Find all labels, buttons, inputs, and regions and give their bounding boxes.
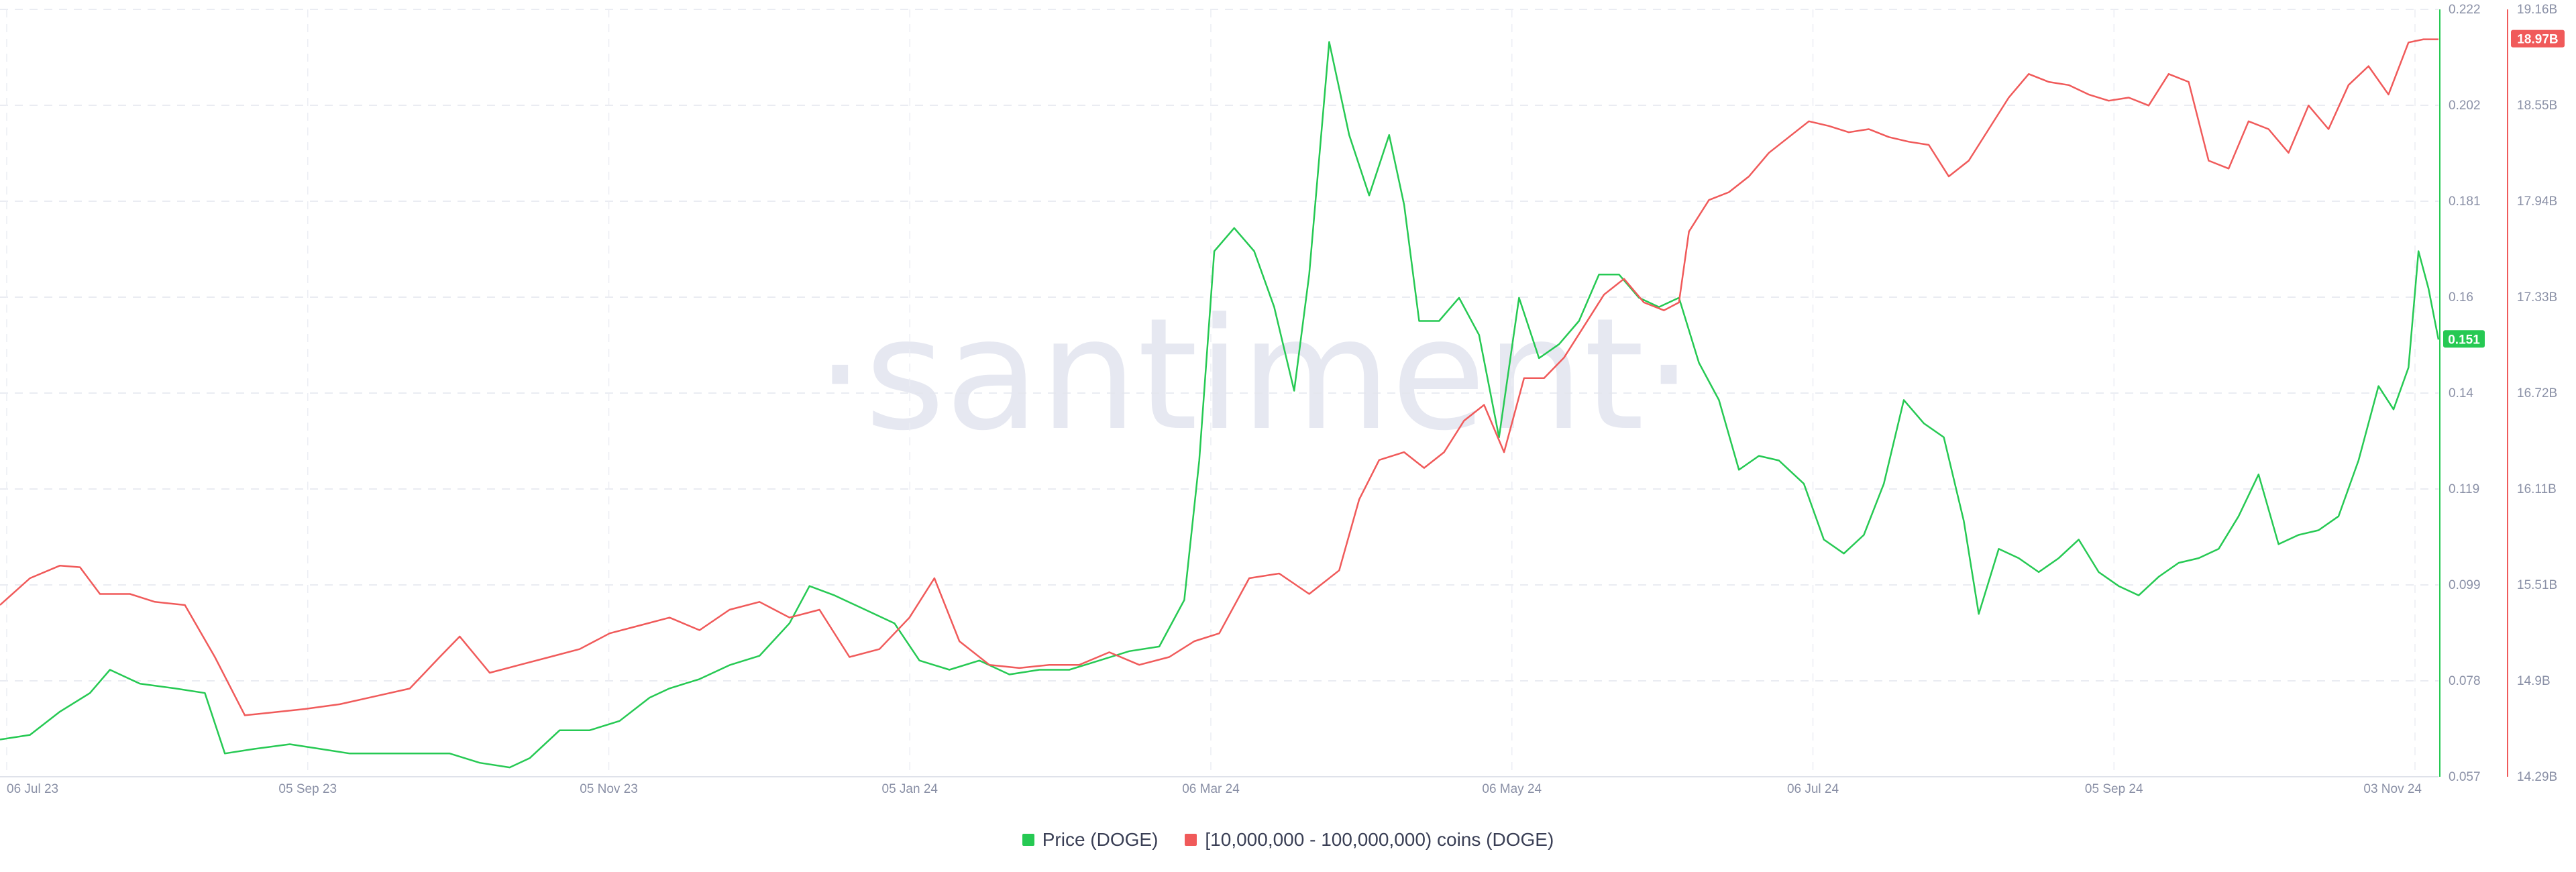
price-axis-tick-label: 0.119	[2449, 482, 2479, 496]
legend-label-price: Price (DOGE)	[1042, 829, 1159, 850]
x-tick-label: 06 Jul 23	[7, 782, 58, 796]
x-tick-label: 05 Sep 23	[278, 782, 337, 796]
holders-axis-tick-label: 19.16B	[2517, 3, 2557, 17]
legend: Price (DOGE) [10,000,000 - 100,000,000) …	[0, 826, 2576, 853]
legend-swatch-price	[1022, 834, 1034, 846]
holders-axis-tick-label: 14.9B	[2517, 674, 2551, 688]
price-axis-tick-label: 0.078	[2449, 674, 2481, 688]
holders-axis-tick-label: 15.51B	[2517, 578, 2557, 592]
x-tick-label: 05 Jan 24	[882, 782, 938, 796]
legend-swatch-holders	[1185, 834, 1197, 846]
x-tick-label: 05 Nov 23	[580, 782, 638, 796]
x-tick-label: 03 Nov 24	[2363, 782, 2422, 796]
holders-axis-tick-label: 18.55B	[2517, 99, 2557, 113]
left-y-axis: 0.222 0.202 0.181 0.16 0.14 0.119 0.099 0.078 0.…	[2439, 3, 2481, 784]
holders-last-value-badge	[2511, 30, 2565, 48]
x-axis-labels: 06 Jul 23 05 Sep 23 05 Nov 23 05 Jan 24 06 M…	[7, 782, 2422, 796]
price-last-value-badge	[2443, 330, 2485, 348]
price-axis-tick-label: 0.14	[2449, 386, 2473, 400]
series-group	[0, 38, 2440, 769]
x-tick-label: 06 Jul 24	[1787, 782, 1839, 796]
legend-label-holders: [10,000,000 - 100,000,000) coins (DOGE)	[1205, 829, 1554, 850]
holders-axis-tick-label: 17.33B	[2517, 290, 2557, 305]
holders-series-line	[0, 38, 2438, 716]
holders-axis-tick-label: 16.11B	[2517, 482, 2557, 496]
price-axis-tick-label: 0.099	[2449, 578, 2481, 592]
price-series-line	[0, 41, 2440, 769]
legend-item-holders[interactable]: [10,000,000 - 100,000,000) coins (DOGE)	[1185, 829, 1554, 851]
price-axis-tick-label: 0.181	[2449, 195, 2481, 209]
grid-lines	[0, 9, 2438, 777]
x-tick-label: 06 Mar 24	[1182, 782, 1240, 796]
price-axis-tick-label: 0.16	[2449, 290, 2473, 305]
holders-axis-tick-label: 17.94B	[2517, 195, 2557, 209]
legend-item-price[interactable]: Price (DOGE)	[1022, 829, 1159, 851]
price-axis-tick-label: 0.202	[2449, 99, 2481, 113]
right-y-axis: 19.16B 18.55B 17.94B 17.33B 16.72B 16.11B 15.5…	[2507, 3, 2557, 784]
holders-last-value-text: 18.97B	[2517, 33, 2558, 47]
price-last-value-text: 0.151	[2448, 333, 2480, 347]
holders-axis-tick-label: 14.29B	[2517, 770, 2557, 784]
x-tick-label: 05 Sep 24	[2085, 782, 2143, 796]
holders-axis-tick-label: 16.72B	[2517, 386, 2557, 400]
price-axis-tick-label: 0.057	[2449, 770, 2481, 784]
x-tick-label: 06 May 24	[1482, 782, 1542, 796]
santiment-watermark: ·santiment·	[816, 286, 1693, 465]
last-value-badges: 0.151 18.97B	[2443, 30, 2565, 348]
price-axis-tick-label: 0.222	[2449, 3, 2481, 17]
